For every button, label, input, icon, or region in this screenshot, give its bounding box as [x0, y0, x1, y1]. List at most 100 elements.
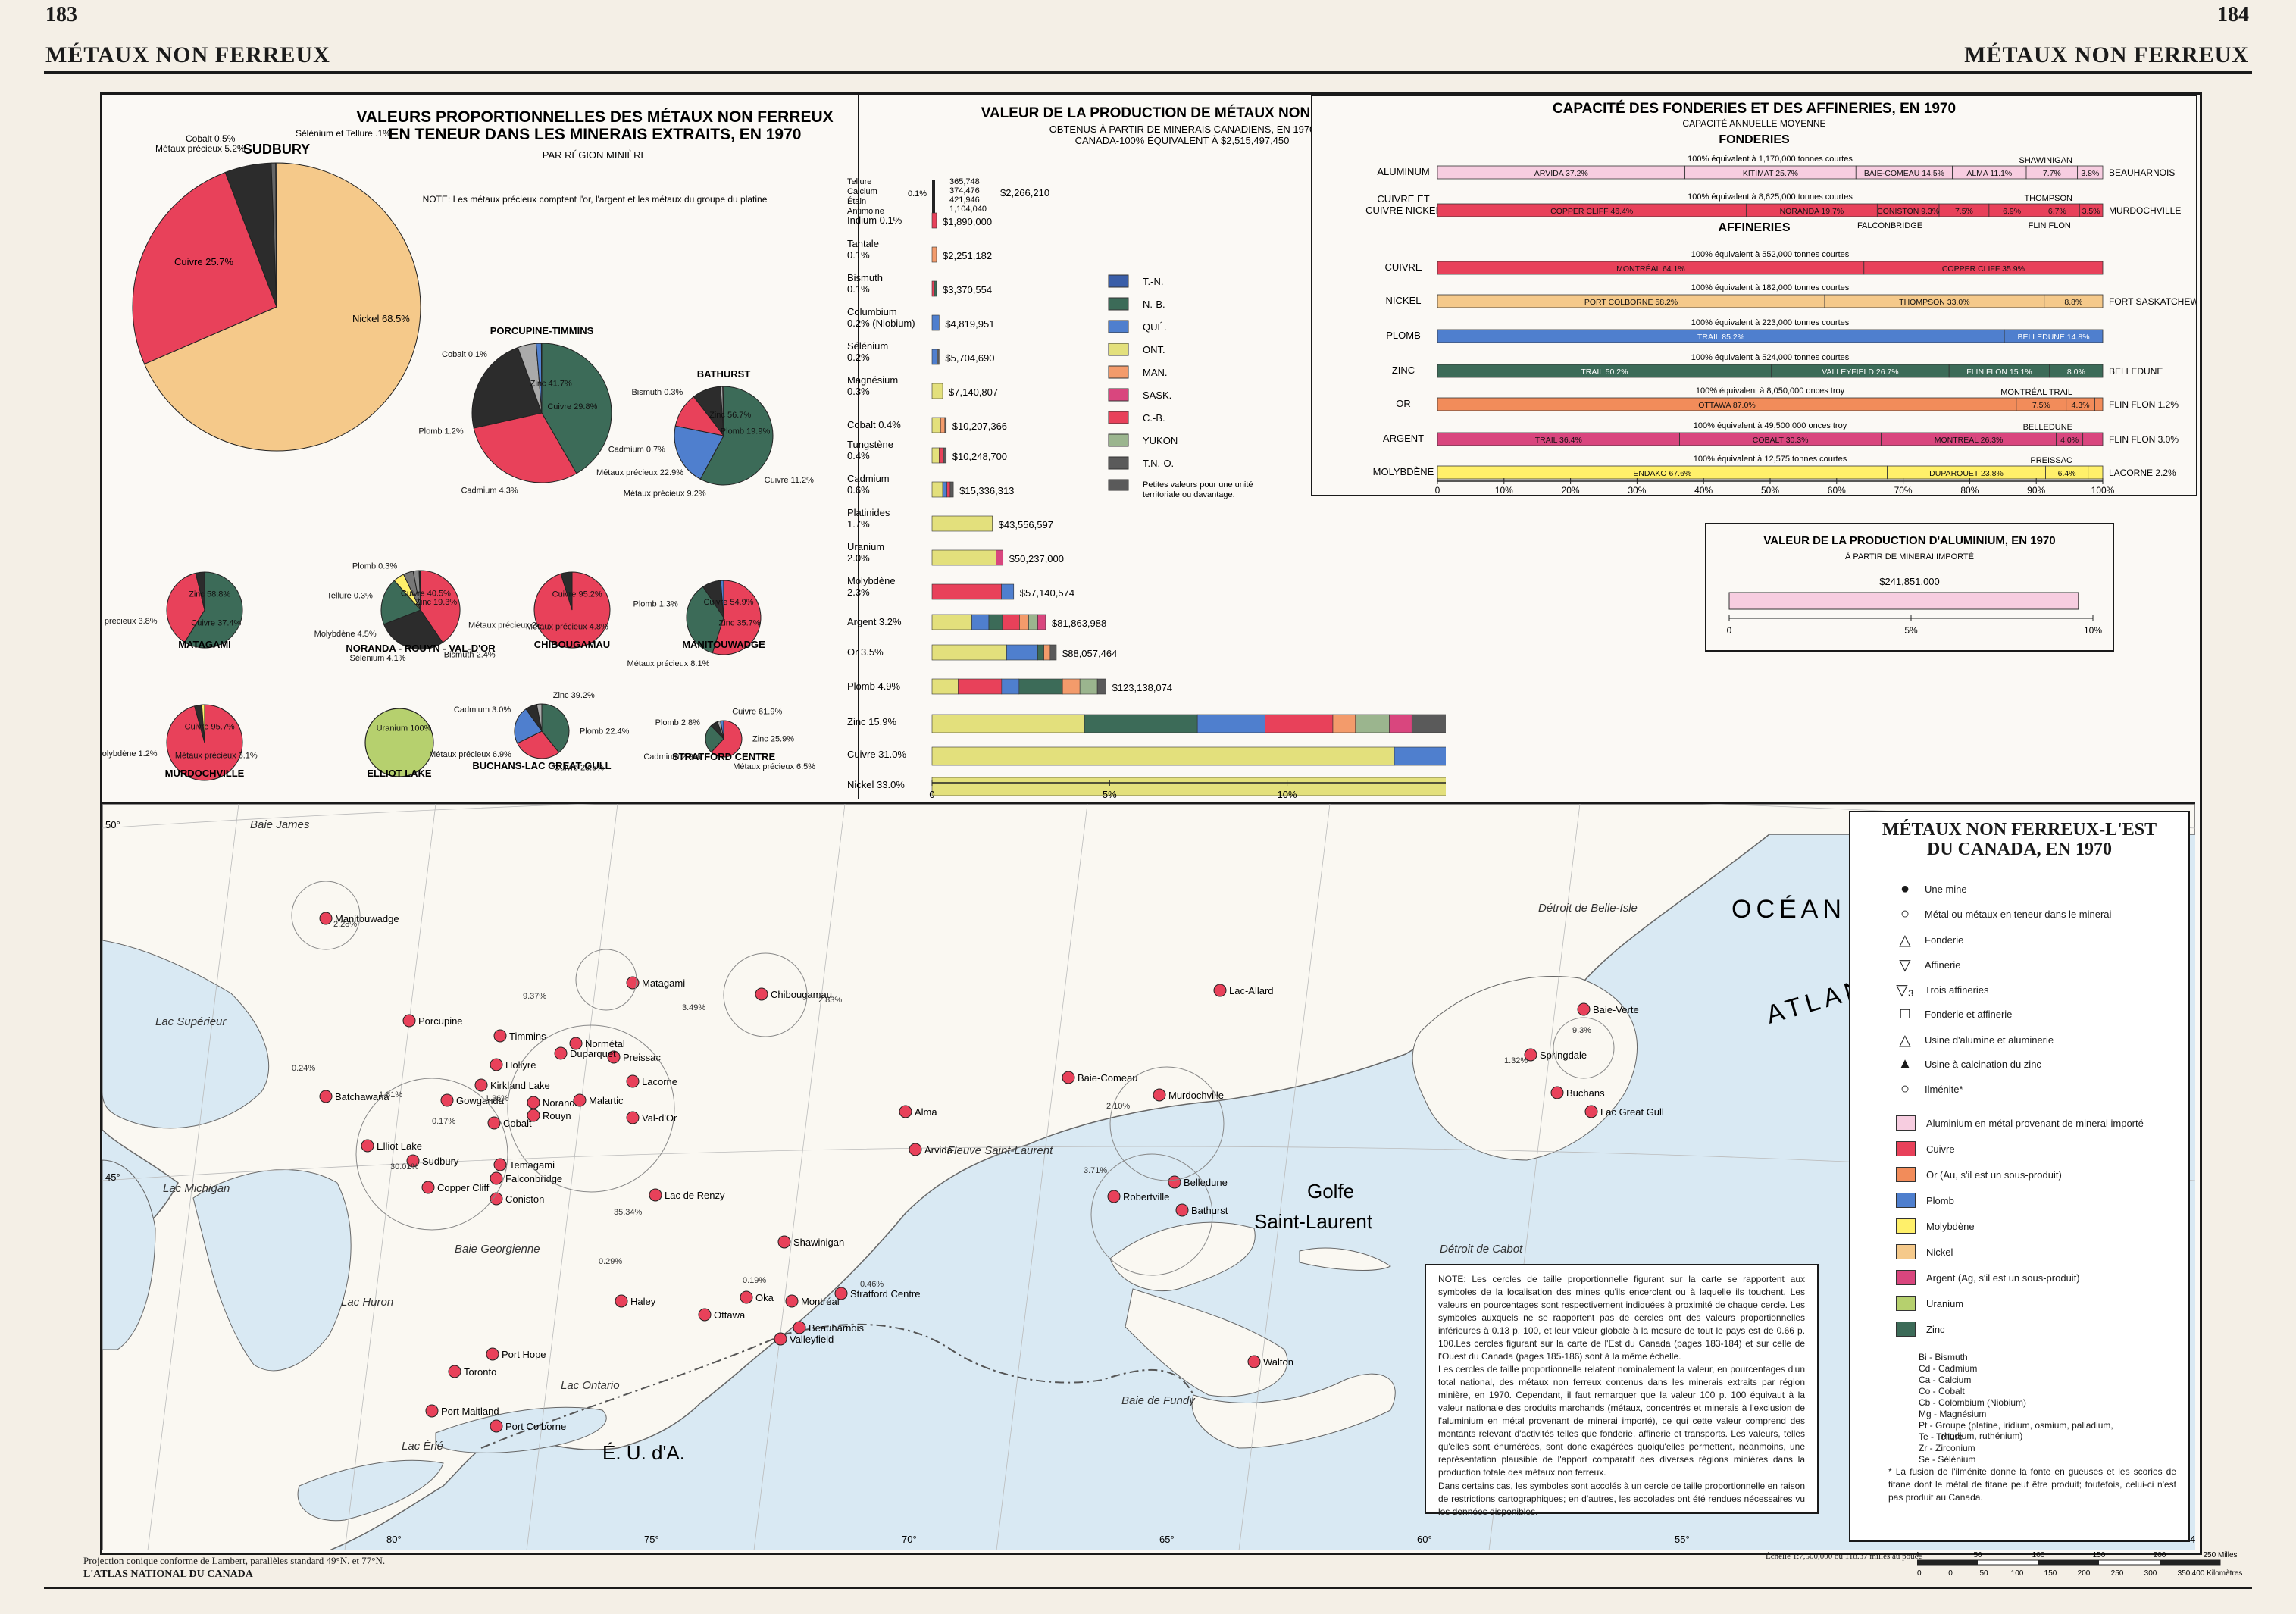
place-name: Kirkland Lake [490, 1080, 550, 1091]
pie-slice [419, 570, 421, 611]
production-legend-note: territoriale ou davantage. [1143, 490, 1235, 499]
capacity-row-label: OR [1396, 398, 1411, 409]
mine-symbol [793, 1321, 806, 1334]
legend-color-label: Cuivre [1926, 1143, 1955, 1155]
capacity-outside-label: FORT SASKATCHEWAN [2109, 296, 2196, 307]
mine-symbol [909, 1143, 922, 1156]
legend-color-label: Zinc [1926, 1323, 1945, 1335]
production-bar-segment [1394, 746, 1681, 766]
legend-color-label: Molybdène [1926, 1220, 1975, 1232]
capacity-row-note: 100% équivalent à 8,050,000 onces troy [1696, 386, 1845, 396]
capacity-above-label: THOMPSON [2024, 194, 2072, 203]
production-bar-segment [958, 678, 1003, 695]
pie-slice-label: Métaux précieux 6.9% [429, 750, 511, 759]
capacity-segment-label: 8.8% [2064, 298, 2082, 307]
gaspe-peninsula [1109, 1221, 1256, 1292]
legend-symbol-label: Trois affineries [1925, 984, 1989, 996]
production-bar-segment [937, 349, 940, 365]
anticosti-land [1299, 1247, 1391, 1271]
mine-symbol [569, 1037, 583, 1050]
proportional-circle [575, 949, 637, 1011]
production-bar-label: Sélénium [847, 340, 888, 352]
production-bar-value: $123,138,074 [1112, 682, 1173, 693]
pie-slice [720, 720, 724, 740]
production-bar-segment [1389, 714, 1412, 733]
production-bar-value: $57,140,574 [1020, 587, 1074, 599]
place-name: Buchans [1566, 1087, 1605, 1099]
production-bar-segment [1006, 644, 1038, 661]
pie-slice-label: Cuivre 11.2% [765, 476, 814, 485]
pie-slice-label: Métaux précieux 22.9% [596, 468, 683, 477]
small-value: 421,946 [949, 195, 980, 205]
legend-symbol-label: Une mine [1925, 884, 1967, 895]
production-bar-label: 0.4% [847, 450, 870, 461]
mine-symbol [615, 1294, 628, 1308]
mine-symbol [1584, 1105, 1598, 1118]
pie-slice [184, 571, 243, 649]
pie-bathurst: BATHURST Zinc 56.7% Plomb 19.9% Cuivre 11.2… [608, 368, 814, 498]
pie-slice-label: Plomb 2.8% [655, 718, 701, 727]
legend-symbol-icon: ○ [1900, 906, 1910, 922]
place-name: Elliot Lake [377, 1140, 422, 1152]
percent-label: 30.01% [390, 1162, 419, 1171]
aluminium-x-tick-label: 10% [2084, 625, 2102, 636]
place-name: Arvida [924, 1144, 953, 1156]
mine-symbol [626, 1111, 640, 1124]
pie-panel-title: VALEURS PROPORTIONNELLES DES MÉTAUX NON … [356, 108, 833, 126]
production-legend-label: T.-N. [1143, 276, 1163, 287]
pie-slice-label: Cobalt 0.5% [186, 133, 236, 144]
capacity-row-note: 100% équivalent à 1,170,000 tonnes court… [1688, 155, 1853, 164]
mine-symbol [626, 976, 640, 990]
scale-km-label: 50 [1917, 1569, 1922, 1578]
production-bar-label: 0.2% [847, 352, 870, 363]
capacity-x-tick-label: 90% [2027, 485, 2045, 495]
place-name: Springdale [1540, 1049, 1587, 1061]
pie-slice-label: Cuivre 54.9% [703, 598, 753, 607]
pie-slice [560, 571, 573, 611]
production-bar-segment [931, 417, 941, 433]
legend-symbol-label: Métal ou métaux en teneur dans le minera… [1925, 909, 2112, 920]
pie-slice [705, 725, 724, 753]
production-bar-segment [1018, 678, 1063, 695]
production-bar-segment [931, 280, 935, 297]
production-bar-segment [1001, 583, 1015, 600]
place-name: Temagami [509, 1159, 555, 1171]
pie-slice-label: Plomb 22.4% [580, 727, 630, 736]
pie-slice-label: Cuivre 29.8% [547, 402, 597, 411]
production-bar-segment [1049, 644, 1057, 661]
pie-slice-label: Bismuth 0.3% [631, 388, 683, 397]
capacity-segment-label: 7.7% [2043, 169, 2061, 178]
capacity-segment-label: ENDAKO 67.6% [1633, 469, 1691, 478]
mine-symbol [785, 1294, 799, 1308]
water-name: Baie Georgienne [455, 1243, 540, 1256]
place-name: Baie-Comeau [1078, 1072, 1138, 1084]
water-name: Lac Érié [402, 1440, 443, 1453]
capacity-x-tick-label: 0 [1435, 485, 1440, 495]
production-bar-segment [939, 447, 944, 464]
pie-panel-subtitle: PAR RÉGION MINIÈRE [543, 149, 648, 161]
legend-color-swatch [1896, 1193, 1916, 1208]
production-bar-label: Tungstène [847, 439, 893, 450]
pie-elliot-lake: ELLIOT LAKE Uranium 100% [364, 708, 434, 779]
production-bar-value: $3,370,554 [943, 284, 992, 296]
production-bar-label: Cadmium [847, 473, 890, 484]
production-x-tick-label: 5% [1103, 789, 1117, 799]
small-values-bar [932, 180, 935, 214]
production-bar-segment [931, 383, 943, 399]
production-legend-label: QUÉ. [1143, 321, 1167, 333]
pie-slice-label: Bismuth 2.4% [444, 650, 496, 659]
capacity-row-note: 100% équivalent à 524,000 tonnes courtes [1691, 353, 1850, 362]
capacity-outside-label: BEAUHARNOIS [2109, 167, 2175, 178]
aluminium-panel: VALEUR DE LA PRODUCTION D'ALUMINIUM, EN … [1705, 523, 2114, 652]
pie-slice [699, 386, 774, 486]
small-values-label: Calcium [847, 187, 877, 196]
capacity-row-note: 100% équivalent à 182,000 tonnes courtes [1691, 283, 1850, 292]
pie-slice-label: Nickel 68.5% [352, 313, 410, 324]
proportional-circle [1553, 1017, 1615, 1079]
place-name: Falconbridge [505, 1173, 562, 1184]
proportional-circle [291, 881, 361, 950]
legend-symbol-row: ▲ Usine à calcination du zinc [1896, 1056, 2041, 1073]
production-bar-segment [1037, 644, 1044, 661]
map-area: Manitouwadge Batchawana Elliot Lake Sudbury… [102, 802, 2195, 1550]
scale-bar-svg: 0 50 100 150 200 250 Milles 50 0 50 100 150 200 250 3… [1913, 1551, 2242, 1578]
